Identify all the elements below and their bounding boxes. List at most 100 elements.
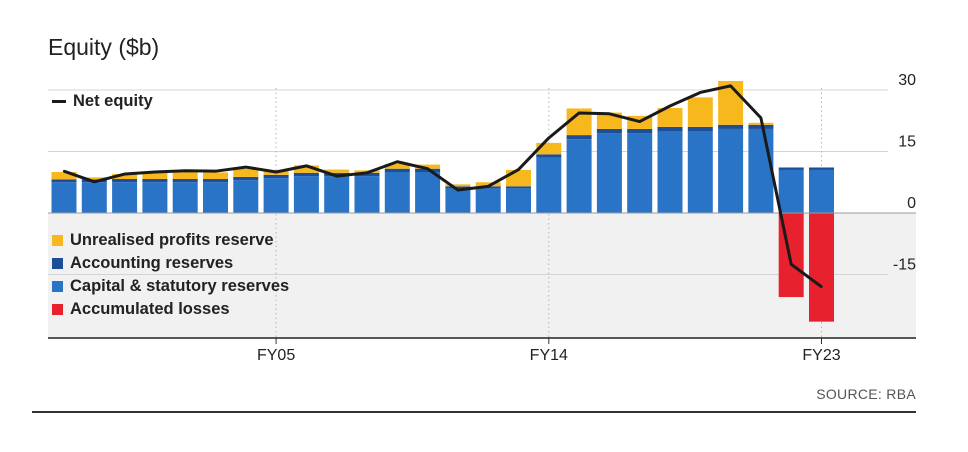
bar-capital-FY22 [778, 169, 804, 213]
source-note: SOURCE: RBA [816, 386, 916, 402]
net-equity-point-FY23 [820, 285, 823, 288]
legend-losses: Accumulated losses [52, 300, 230, 319]
net-equity-point-FY07 [335, 174, 338, 178]
bar-capital-FY10 [415, 172, 441, 213]
net-equity-point-FY10 [426, 167, 429, 170]
bar-capital-FY06 [293, 176, 319, 213]
net-equity-line-swatch [52, 100, 66, 103]
net-equity-point-FY12 [487, 185, 490, 188]
bar-unrealised-FY98 [51, 172, 77, 180]
y-axis-ticks: 30 15 0 -15 [893, 72, 916, 274]
net-equity-point-FY01 [153, 170, 157, 174]
bar-accounting-FY17 [627, 128, 653, 134]
bar-capital-FY08 [354, 176, 380, 213]
legend-losses-label: Accumulated losses [70, 300, 230, 318]
bar-capital-FY21 [748, 128, 774, 213]
x-tick-label: FY23 [802, 347, 840, 364]
bar-unrealised-FY99 [81, 177, 107, 180]
net-equity-point-FY21 [759, 116, 763, 120]
bar-capital-FY03 [203, 182, 228, 213]
bar-unrealised-FY09 [384, 163, 410, 169]
accounting-swatch [52, 258, 63, 269]
x-tick-label: FY05 [257, 347, 295, 364]
net-equity-point-FY18 [668, 104, 672, 108]
bar-accounting-FY08 [354, 172, 380, 177]
bar-capital-FY07 [324, 176, 350, 213]
bar-unrealised-FY18 [657, 108, 683, 127]
bar-accounting-FY01 [142, 178, 168, 183]
bar-accounting-FY05 [263, 174, 289, 179]
net-equity-layer [62, 84, 823, 289]
net-equity-point-FY06 [305, 164, 308, 168]
bar-unrealised-FY10 [415, 164, 441, 169]
bar-unrealised-FY04 [233, 168, 259, 177]
bars [51, 80, 834, 322]
bar-accounting-FY09 [384, 168, 410, 172]
chart-title: Equity ($b) [48, 34, 160, 60]
bar-unrealised-FY19 [687, 97, 713, 127]
bar-capital-FY05 [263, 178, 289, 213]
legend-accounting-label: Accounting reserves [70, 254, 234, 272]
net-equity-point-FY14 [547, 136, 550, 140]
bar-unrealised-FY06 [293, 165, 319, 173]
bar-accounting-FY20 [718, 124, 744, 129]
legend-net-equity: Net equity [52, 92, 153, 111]
y-tick-label: 0 [907, 195, 916, 212]
net-equity-point-FY03 [214, 169, 217, 173]
bar-capital-FY04 [233, 180, 259, 213]
bar-accounting-FY19 [687, 126, 713, 131]
bar-capital-FY98 [51, 182, 77, 213]
net-equity-point-FY22 [790, 263, 793, 266]
bottom-rule [32, 411, 916, 413]
net-equity-point-FY02 [184, 169, 187, 172]
bar-accounting-FY07 [324, 172, 350, 177]
bar-capital-FY01 [142, 182, 168, 213]
bar-unrealised-FY01 [142, 172, 168, 179]
net-equity-point-FY08 [365, 171, 369, 175]
legend-unrealised: Unrealised profits reserve [52, 231, 274, 250]
net-equity-point-FY17 [638, 120, 641, 123]
net-equity-point-FY16 [608, 112, 611, 115]
net-equity-point-FY15 [577, 111, 581, 115]
bar-unrealised-FY12 [475, 182, 501, 187]
bar-capital-FY15 [566, 139, 592, 213]
bar-accounting-FY02 [172, 178, 198, 183]
bar-accounting-FY21 [748, 124, 774, 129]
legend-net-equity-label: Net equity [73, 92, 153, 110]
bar-accounting-FY14 [536, 154, 562, 158]
unrealised-swatch [52, 235, 63, 246]
bar-capital-FY02 [172, 182, 198, 213]
bar-capital-FY23 [809, 169, 834, 213]
losses-swatch [52, 304, 63, 315]
bar-capital-FY20 [718, 128, 744, 213]
y-tick-label: 30 [898, 72, 916, 89]
gridlines [48, 88, 888, 338]
bar-capital-FY16 [596, 133, 622, 213]
bar-capital-FY19 [687, 131, 713, 213]
bar-capital-FY14 [536, 157, 562, 213]
bar-capital-FY09 [384, 172, 410, 213]
capital-swatch [52, 281, 63, 292]
bar-accounting-FY98 [51, 179, 77, 183]
bar-accounting-FY04 [233, 176, 259, 181]
bar-unrealised-FY07 [324, 169, 350, 173]
x-tick-label: FY14 [530, 347, 568, 364]
bar-unrealised-FY14 [536, 142, 562, 155]
bar-capital-FY18 [657, 131, 683, 213]
bar-unrealised-FY03 [203, 172, 228, 179]
y-tick-label: -15 [893, 257, 916, 274]
bar-capital-FY00 [112, 182, 138, 213]
bar-accounting-FY06 [293, 172, 319, 177]
legend-accounting: Accounting reserves [52, 254, 233, 273]
bar-accounting-FY03 [203, 178, 228, 183]
net-equity-point-FY04 [244, 165, 247, 169]
net-equity-point-FY13 [517, 168, 520, 171]
bar-unrealised-FY02 [172, 170, 198, 179]
bar-accounting-FY15 [566, 135, 592, 140]
bar-accounting-FY18 [657, 126, 683, 131]
bar-capital-FY11 [445, 188, 471, 213]
net-equity-point-FY99 [93, 180, 96, 184]
bar-capital-FY13 [506, 188, 531, 213]
net-equity-point-FY00 [123, 172, 126, 176]
